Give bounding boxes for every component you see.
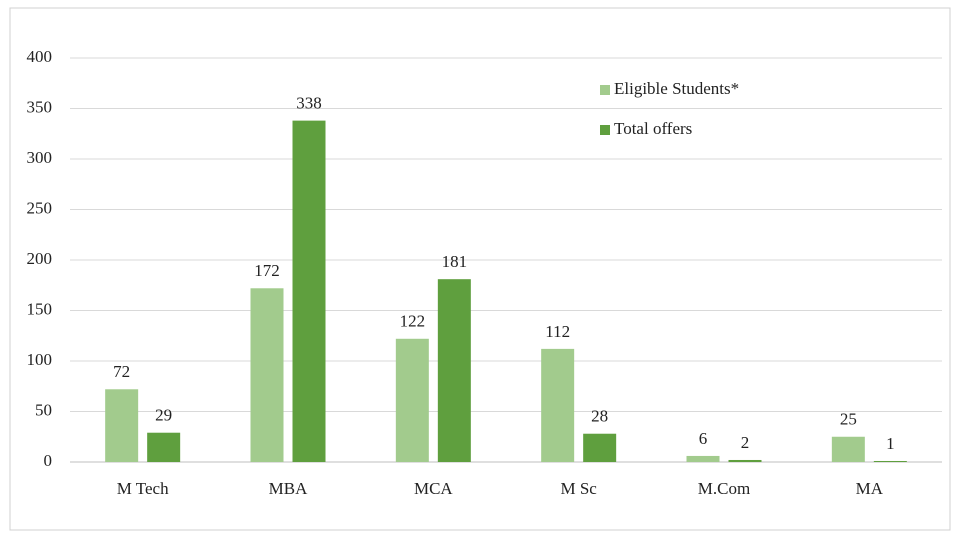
- value-label: 25: [840, 410, 857, 429]
- y-tick-label: 300: [27, 148, 53, 167]
- bar: [541, 348, 575, 462]
- bar: [250, 288, 284, 462]
- y-tick-label: 400: [27, 47, 53, 66]
- x-tick-label: MCA: [414, 479, 453, 498]
- legend-swatch: [600, 125, 610, 135]
- bar: [583, 433, 617, 462]
- bar: [292, 120, 326, 463]
- y-tick-label: 150: [27, 299, 53, 318]
- legend-label: Eligible Students*: [614, 79, 739, 98]
- x-tick-label: M Tech: [117, 479, 169, 498]
- value-label: 112: [545, 322, 570, 341]
- legend-label: Total offers: [614, 119, 692, 138]
- bar: [147, 432, 181, 462]
- value-label: 6: [699, 429, 708, 448]
- x-tick-label: MA: [856, 479, 884, 498]
- bar: [437, 279, 471, 462]
- value-label: 181: [442, 252, 468, 271]
- value-label: 2: [741, 433, 750, 452]
- value-label: 28: [591, 407, 608, 426]
- value-label: 72: [113, 362, 130, 381]
- x-tick-label: M.Com: [698, 479, 750, 498]
- value-label: 122: [400, 312, 426, 331]
- bar: [873, 460, 907, 462]
- value-label: 338: [296, 94, 322, 113]
- legend-swatch: [600, 85, 610, 95]
- value-label: 29: [155, 406, 172, 425]
- value-label: 172: [254, 261, 280, 280]
- y-tick-label: 200: [27, 249, 53, 268]
- y-tick-label: 250: [27, 198, 53, 217]
- x-tick-label: M Sc: [560, 479, 597, 498]
- y-tick-label: 50: [35, 400, 52, 419]
- bar: [395, 338, 429, 462]
- bar: [105, 389, 139, 462]
- y-tick-label: 350: [27, 97, 53, 116]
- x-tick-label: MBA: [269, 479, 308, 498]
- y-tick-label: 0: [44, 451, 53, 470]
- value-label: 1: [886, 434, 895, 453]
- y-tick-label: 100: [27, 350, 53, 369]
- bar: [686, 455, 720, 462]
- bar: [728, 459, 762, 462]
- bar: [831, 436, 865, 462]
